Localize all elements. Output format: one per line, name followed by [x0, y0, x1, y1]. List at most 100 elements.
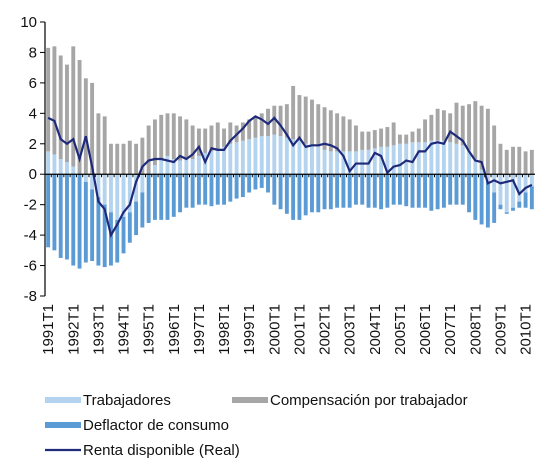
bar — [240, 140, 245, 175]
bar — [196, 174, 201, 205]
bar — [291, 139, 296, 175]
y-tick-label: -4 — [24, 227, 37, 244]
y-tick-label: 2 — [29, 136, 37, 153]
bar — [416, 128, 421, 143]
bar — [178, 160, 183, 175]
bar — [366, 174, 371, 208]
bar — [391, 122, 396, 146]
bar — [178, 116, 183, 161]
bar — [96, 174, 101, 198]
bar — [492, 125, 497, 175]
bar — [272, 134, 277, 175]
bar — [511, 174, 515, 208]
bar — [71, 46, 76, 167]
bar — [410, 174, 415, 208]
bar — [467, 174, 471, 213]
bar — [423, 119, 428, 143]
bar — [316, 146, 321, 175]
bar — [134, 201, 139, 236]
bar — [404, 174, 409, 207]
bar — [46, 47, 51, 152]
y-tick-label: 0 — [29, 166, 37, 183]
bar — [517, 174, 522, 202]
bar — [423, 174, 428, 208]
y-tick-label: -2 — [24, 197, 37, 214]
bar — [322, 107, 327, 150]
bar — [102, 204, 107, 268]
bar — [429, 174, 434, 211]
bar — [479, 174, 484, 225]
bar — [448, 113, 453, 143]
bar — [410, 142, 415, 175]
bar — [473, 174, 478, 220]
legend-label: Renta disponible (Real) — [83, 442, 240, 459]
bar — [504, 174, 509, 213]
bar — [222, 146, 226, 175]
bar — [272, 105, 277, 135]
bar — [65, 174, 69, 260]
bar — [234, 174, 239, 199]
bar — [140, 174, 145, 193]
y-tick-label: 4 — [29, 105, 37, 122]
bar — [228, 143, 233, 175]
bar — [291, 85, 296, 140]
bar — [297, 140, 302, 175]
bar — [171, 113, 176, 159]
x-tick-label: 1992T1 — [65, 304, 82, 355]
bar — [134, 174, 139, 202]
bar — [423, 142, 428, 175]
bar — [209, 174, 214, 207]
bar — [190, 159, 195, 175]
bar — [152, 119, 157, 166]
x-tick-label: 1991T1 — [40, 304, 57, 355]
x-tick-label: 1995T1 — [141, 304, 158, 355]
x-tick-label: 1993T1 — [90, 304, 107, 355]
y-tick-label: 10 — [20, 14, 37, 31]
bar — [71, 174, 76, 266]
bar — [498, 143, 503, 175]
bar — [71, 166, 76, 175]
bar — [397, 134, 402, 144]
bar — [215, 122, 220, 150]
bar — [435, 140, 440, 175]
bar — [102, 174, 107, 205]
bar — [504, 149, 509, 175]
bar — [90, 82, 95, 175]
bar — [247, 119, 252, 140]
bar — [435, 174, 440, 210]
bar — [46, 174, 51, 248]
bar — [159, 174, 164, 220]
bar — [127, 140, 132, 175]
bar — [65, 162, 69, 175]
bar — [391, 174, 396, 205]
bar — [397, 143, 402, 175]
bar — [121, 216, 126, 254]
x-tick-label: 2007T1 — [442, 304, 459, 355]
x-tick-label: 1999T1 — [241, 304, 258, 355]
x-tick-label: 1998T1 — [216, 304, 233, 355]
bar — [404, 134, 409, 144]
bar — [253, 137, 258, 175]
bar — [310, 174, 314, 213]
y-tick-label: 8 — [29, 44, 37, 61]
bar — [253, 174, 258, 190]
y-tick-label: 6 — [29, 75, 37, 92]
bar — [492, 174, 497, 193]
bar — [347, 151, 352, 175]
x-tick-label: 2004T1 — [367, 304, 384, 355]
bar — [322, 149, 327, 175]
bar — [266, 174, 270, 193]
bar — [171, 159, 176, 175]
y-tick-label: -8 — [24, 288, 37, 305]
bar — [441, 174, 446, 208]
x-tick-label: 2006T1 — [417, 304, 434, 355]
bar — [322, 174, 327, 210]
bar — [303, 143, 308, 175]
bar — [83, 181, 88, 263]
bar — [278, 105, 283, 137]
bar — [196, 155, 201, 175]
bar — [234, 142, 239, 175]
bar — [410, 131, 415, 143]
bar — [284, 137, 289, 175]
